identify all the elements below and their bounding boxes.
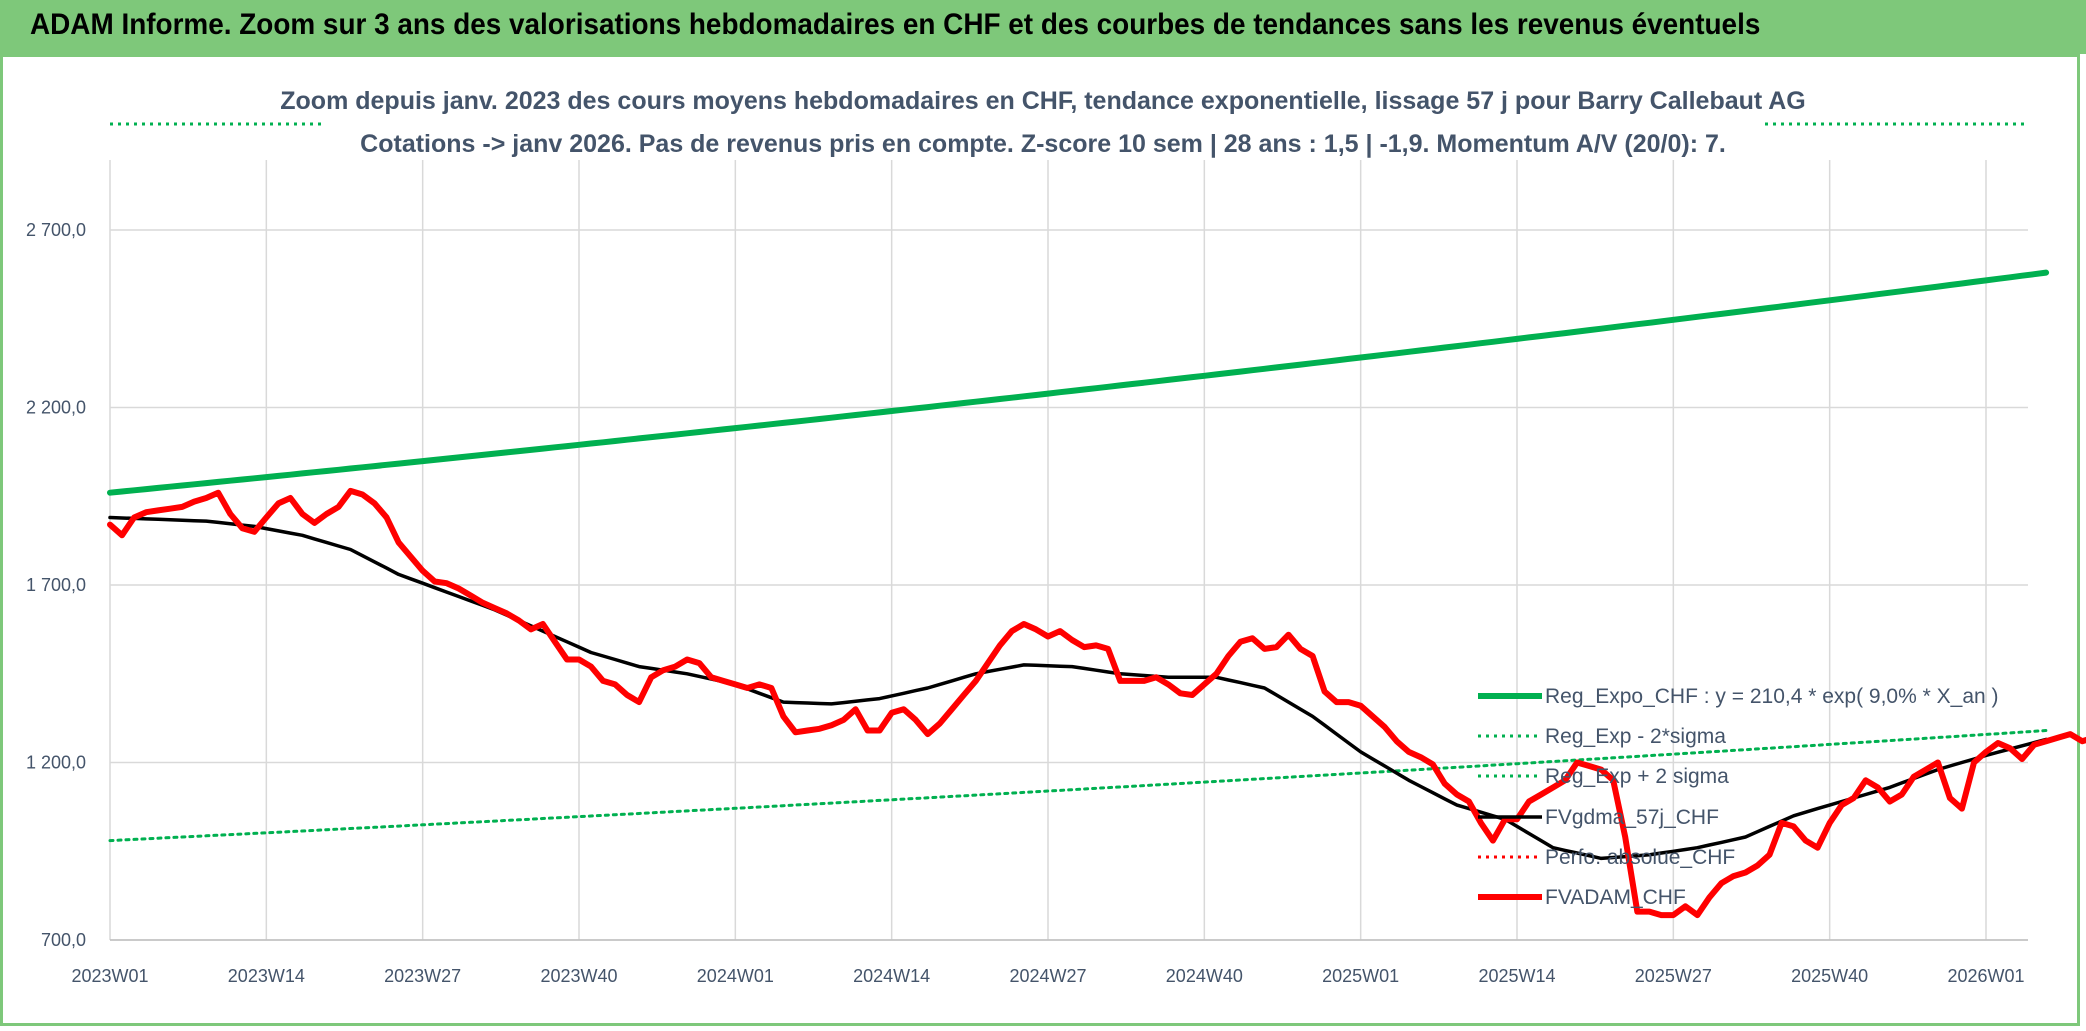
series-line-fvadam-chf <box>107 487 2086 919</box>
legend-label: FVADAM_CHF <box>1545 886 1686 909</box>
series-group <box>107 269 2086 919</box>
y-tick-label: 2 200,0 <box>26 398 86 418</box>
report-title: ADAM Informe. Zoom sur 3 ans des valoris… <box>30 8 1761 41</box>
y-tick-label: 1 700,0 <box>26 575 86 595</box>
y-axis-ticks: 700,0 1 200,0 1 700,0 2 200,0 2 700,0 <box>26 220 86 950</box>
legend-label: Reg_Exp - 2*sigma <box>1545 725 1726 748</box>
x-tick-label: 2025W14 <box>1478 966 1555 986</box>
x-tick-label: 2024W40 <box>1166 966 1243 986</box>
grid-lines <box>109 160 2028 941</box>
chart-subtitle-line-2: Cotations -> janv 2026. Pas de revenus p… <box>360 130 1726 158</box>
x-tick-label: 2023W40 <box>540 966 617 986</box>
chart-subtitle-line-1: Zoom depuis janv. 2023 des cours moyens … <box>280 87 1805 115</box>
x-tick-label: 2023W14 <box>228 966 305 986</box>
series-line-reg-exp-2-sigma <box>108 729 2048 843</box>
legend-label: Perfo. absolue_CHF <box>1545 846 1735 869</box>
legend-label: Reg_Exp + 2 sigma <box>1545 765 1729 788</box>
chart-frame <box>0 54 2080 1026</box>
y-tick-label: 1 200,0 <box>26 753 86 773</box>
x-tick-label: 2023W01 <box>71 966 148 986</box>
x-tick-label: 2024W01 <box>697 966 774 986</box>
x-axis-ticks: 2023W01 2023W14 2023W27 2023W40 2024W01 2024W… <box>71 966 2024 986</box>
series-line-fvgdma-57j-chf <box>108 515 2048 861</box>
legend-label: FVgdma_57j_CHF <box>1545 806 1719 829</box>
x-tick-label: 2026W01 <box>1947 966 2024 986</box>
x-tick-label: 2024W27 <box>1009 966 1086 986</box>
y-tick-label: 700,0 <box>41 930 86 950</box>
x-tick-label: 2024W14 <box>853 966 930 986</box>
legend-label: Reg_Expo_CHF : y = 210,4 * exp( 9,0% * X… <box>1545 685 1999 708</box>
legend: Reg_Expo_CHF : y = 210,4 * exp( 9,0% * X… <box>1478 685 1999 909</box>
x-tick-label: 2025W40 <box>1791 966 1868 986</box>
x-tick-label: 2023W27 <box>384 966 461 986</box>
y-tick-label: 2 700,0 <box>26 220 86 240</box>
x-tick-label: 2025W27 <box>1635 966 1712 986</box>
x-tick-label: 2025W01 <box>1322 966 1399 986</box>
report-banner: ADAM Informe. Zoom sur 3 ans des valoris… <box>0 0 2086 54</box>
series-line-reg-expo-chf-y-210-4-exp-9-0-x <box>107 269 2050 496</box>
